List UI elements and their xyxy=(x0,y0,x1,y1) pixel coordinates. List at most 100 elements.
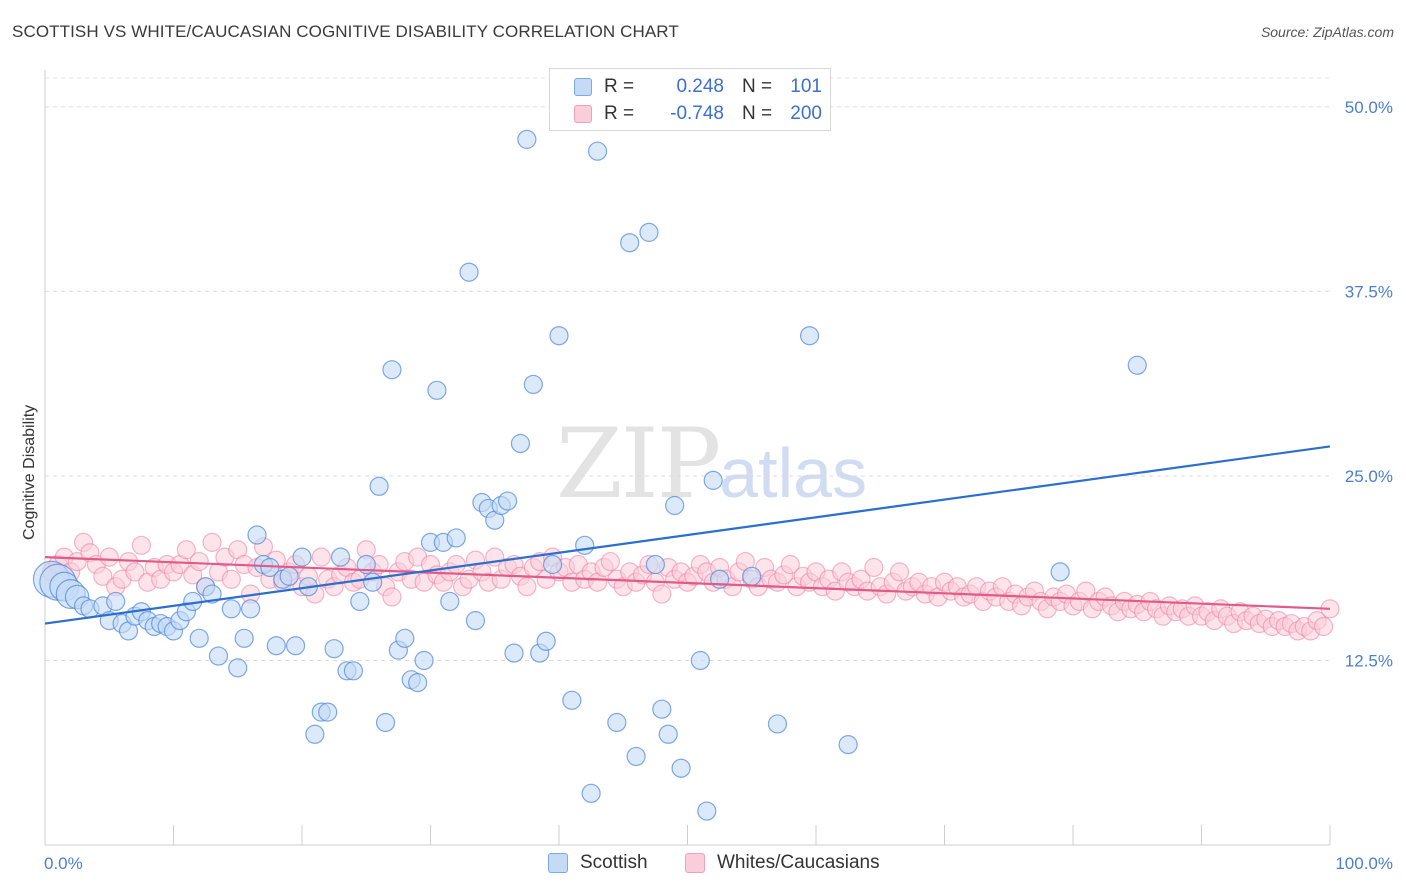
point-whites-caucasians xyxy=(93,566,113,586)
legend-r-label: R = xyxy=(604,76,635,97)
point-whites-caucasians xyxy=(125,562,145,582)
y-axis-label: Cognitive Disability xyxy=(21,405,38,540)
point-scottish xyxy=(620,233,640,253)
point-scottish xyxy=(440,591,460,612)
point-whites-caucasians xyxy=(446,554,466,575)
point-scottish xyxy=(607,712,627,733)
point-scottish xyxy=(1127,355,1147,375)
point-scottish xyxy=(767,714,788,734)
point-whites-caucasians xyxy=(600,551,621,572)
legend-n-label: N = xyxy=(742,103,773,124)
bottom-legend-whites: Whites/Caucasians xyxy=(685,852,880,874)
y-tick-label: 50.0% xyxy=(1345,98,1393,117)
axes xyxy=(44,70,1331,846)
point-scottish xyxy=(414,650,434,671)
legend-r-label: R = xyxy=(604,103,635,124)
legend-row-whites: R = -0.748 N = 200 xyxy=(574,102,822,126)
point-whites-caucasians xyxy=(864,557,884,578)
y-tick-label: 12.5% xyxy=(1345,651,1393,670)
point-scottish xyxy=(690,650,710,671)
point-scottish xyxy=(799,326,820,346)
point-scottish xyxy=(350,591,370,612)
point-whites-caucasians xyxy=(189,551,209,572)
legend-swatch-scottish xyxy=(574,78,592,96)
point-scottish xyxy=(279,566,299,586)
point-scottish xyxy=(208,646,229,666)
point-scottish xyxy=(305,724,325,744)
point-scottish xyxy=(369,476,389,496)
bottom-legend-swatch-scottish xyxy=(548,853,568,873)
legend-n-value: 200 xyxy=(790,103,822,124)
point-scottish xyxy=(703,470,723,490)
legend-swatch-whites xyxy=(574,105,592,123)
point-scottish xyxy=(427,380,447,400)
point-scottish xyxy=(1050,562,1070,582)
point-whites-caucasians xyxy=(1313,616,1334,637)
point-whites-caucasians xyxy=(889,562,910,582)
legend-n-label: N = xyxy=(742,76,773,97)
legend-box: R = 0.248 N = 101 R = -0.748 N = 200 xyxy=(549,68,831,131)
point-scottish xyxy=(465,611,486,631)
point-scottish xyxy=(504,643,524,663)
point-whites-caucasians xyxy=(517,577,537,597)
point-scottish xyxy=(549,326,569,346)
point-whites-caucasians xyxy=(1076,581,1096,601)
point-scottish xyxy=(517,129,537,149)
legend-r-value: -0.748 xyxy=(670,103,724,124)
point-whites-caucasians xyxy=(311,547,331,567)
point-scottish xyxy=(542,554,563,575)
point-scottish xyxy=(581,783,601,803)
point-scottish xyxy=(645,554,665,575)
point-whites-caucasians xyxy=(382,587,402,607)
point-scottish xyxy=(639,222,659,242)
series-scottish xyxy=(32,104,1147,821)
point-scottish xyxy=(838,735,858,755)
point-scottish xyxy=(459,262,479,282)
bottom-legend-scottish: Scottish xyxy=(548,852,648,874)
watermark: ZIPatlas xyxy=(556,408,867,520)
y-tick-label: 37.5% xyxy=(1345,282,1393,301)
point-scottish xyxy=(234,628,254,648)
point-scottish xyxy=(652,699,672,719)
watermark-zip: ZIP xyxy=(556,408,721,520)
point-scottish xyxy=(408,673,428,693)
point-scottish xyxy=(189,628,209,648)
point-scottish xyxy=(266,636,286,656)
y-tick-label: 25.0% xyxy=(1345,467,1393,486)
point-scottish xyxy=(292,547,312,567)
x-tick-label: 100.0% xyxy=(1335,854,1393,873)
point-scottish xyxy=(626,746,646,767)
point-scottish xyxy=(665,495,685,516)
point-whites-caucasians xyxy=(131,535,151,555)
point-scottish xyxy=(382,360,402,380)
point-scottish xyxy=(562,690,582,710)
point-scottish xyxy=(498,491,518,511)
point-scottish xyxy=(575,535,595,555)
point-scottish xyxy=(363,572,383,592)
tick-labels: 12.5% 25.0% 37.5% 50.0% 0.0% 100.0% xyxy=(44,98,1393,873)
bottom-legend-swatch-whites xyxy=(685,853,705,873)
point-scottish xyxy=(587,141,608,161)
point-scottish xyxy=(343,661,363,681)
point-scottish xyxy=(395,628,415,648)
point-scottish xyxy=(228,658,248,678)
point-scottish xyxy=(202,584,222,604)
point-scottish xyxy=(510,433,531,454)
point-whites-caucasians xyxy=(780,554,800,575)
legend-r-value: 0.248 xyxy=(676,76,724,97)
bottom-legend-label-whites: Whites/Caucasians xyxy=(717,852,880,873)
point-scottish xyxy=(658,724,678,744)
point-scottish xyxy=(523,374,543,395)
point-scottish xyxy=(671,758,691,778)
point-scottish xyxy=(247,525,267,545)
point-scottish xyxy=(330,547,351,567)
legend-row-scottish: R = 0.248 N = 101 xyxy=(574,75,822,99)
trend-line-whites-caucasians xyxy=(44,556,1331,610)
point-whites-caucasians xyxy=(99,547,119,567)
chart-title: SCOTTISH VS WHITE/CAUCASIAN COGNITIVE DI… xyxy=(12,22,679,41)
point-scottish xyxy=(697,801,717,821)
trend-line-scottish xyxy=(44,445,1331,625)
series-whites-caucasians xyxy=(41,532,1340,641)
point-whites-caucasians xyxy=(221,569,241,589)
